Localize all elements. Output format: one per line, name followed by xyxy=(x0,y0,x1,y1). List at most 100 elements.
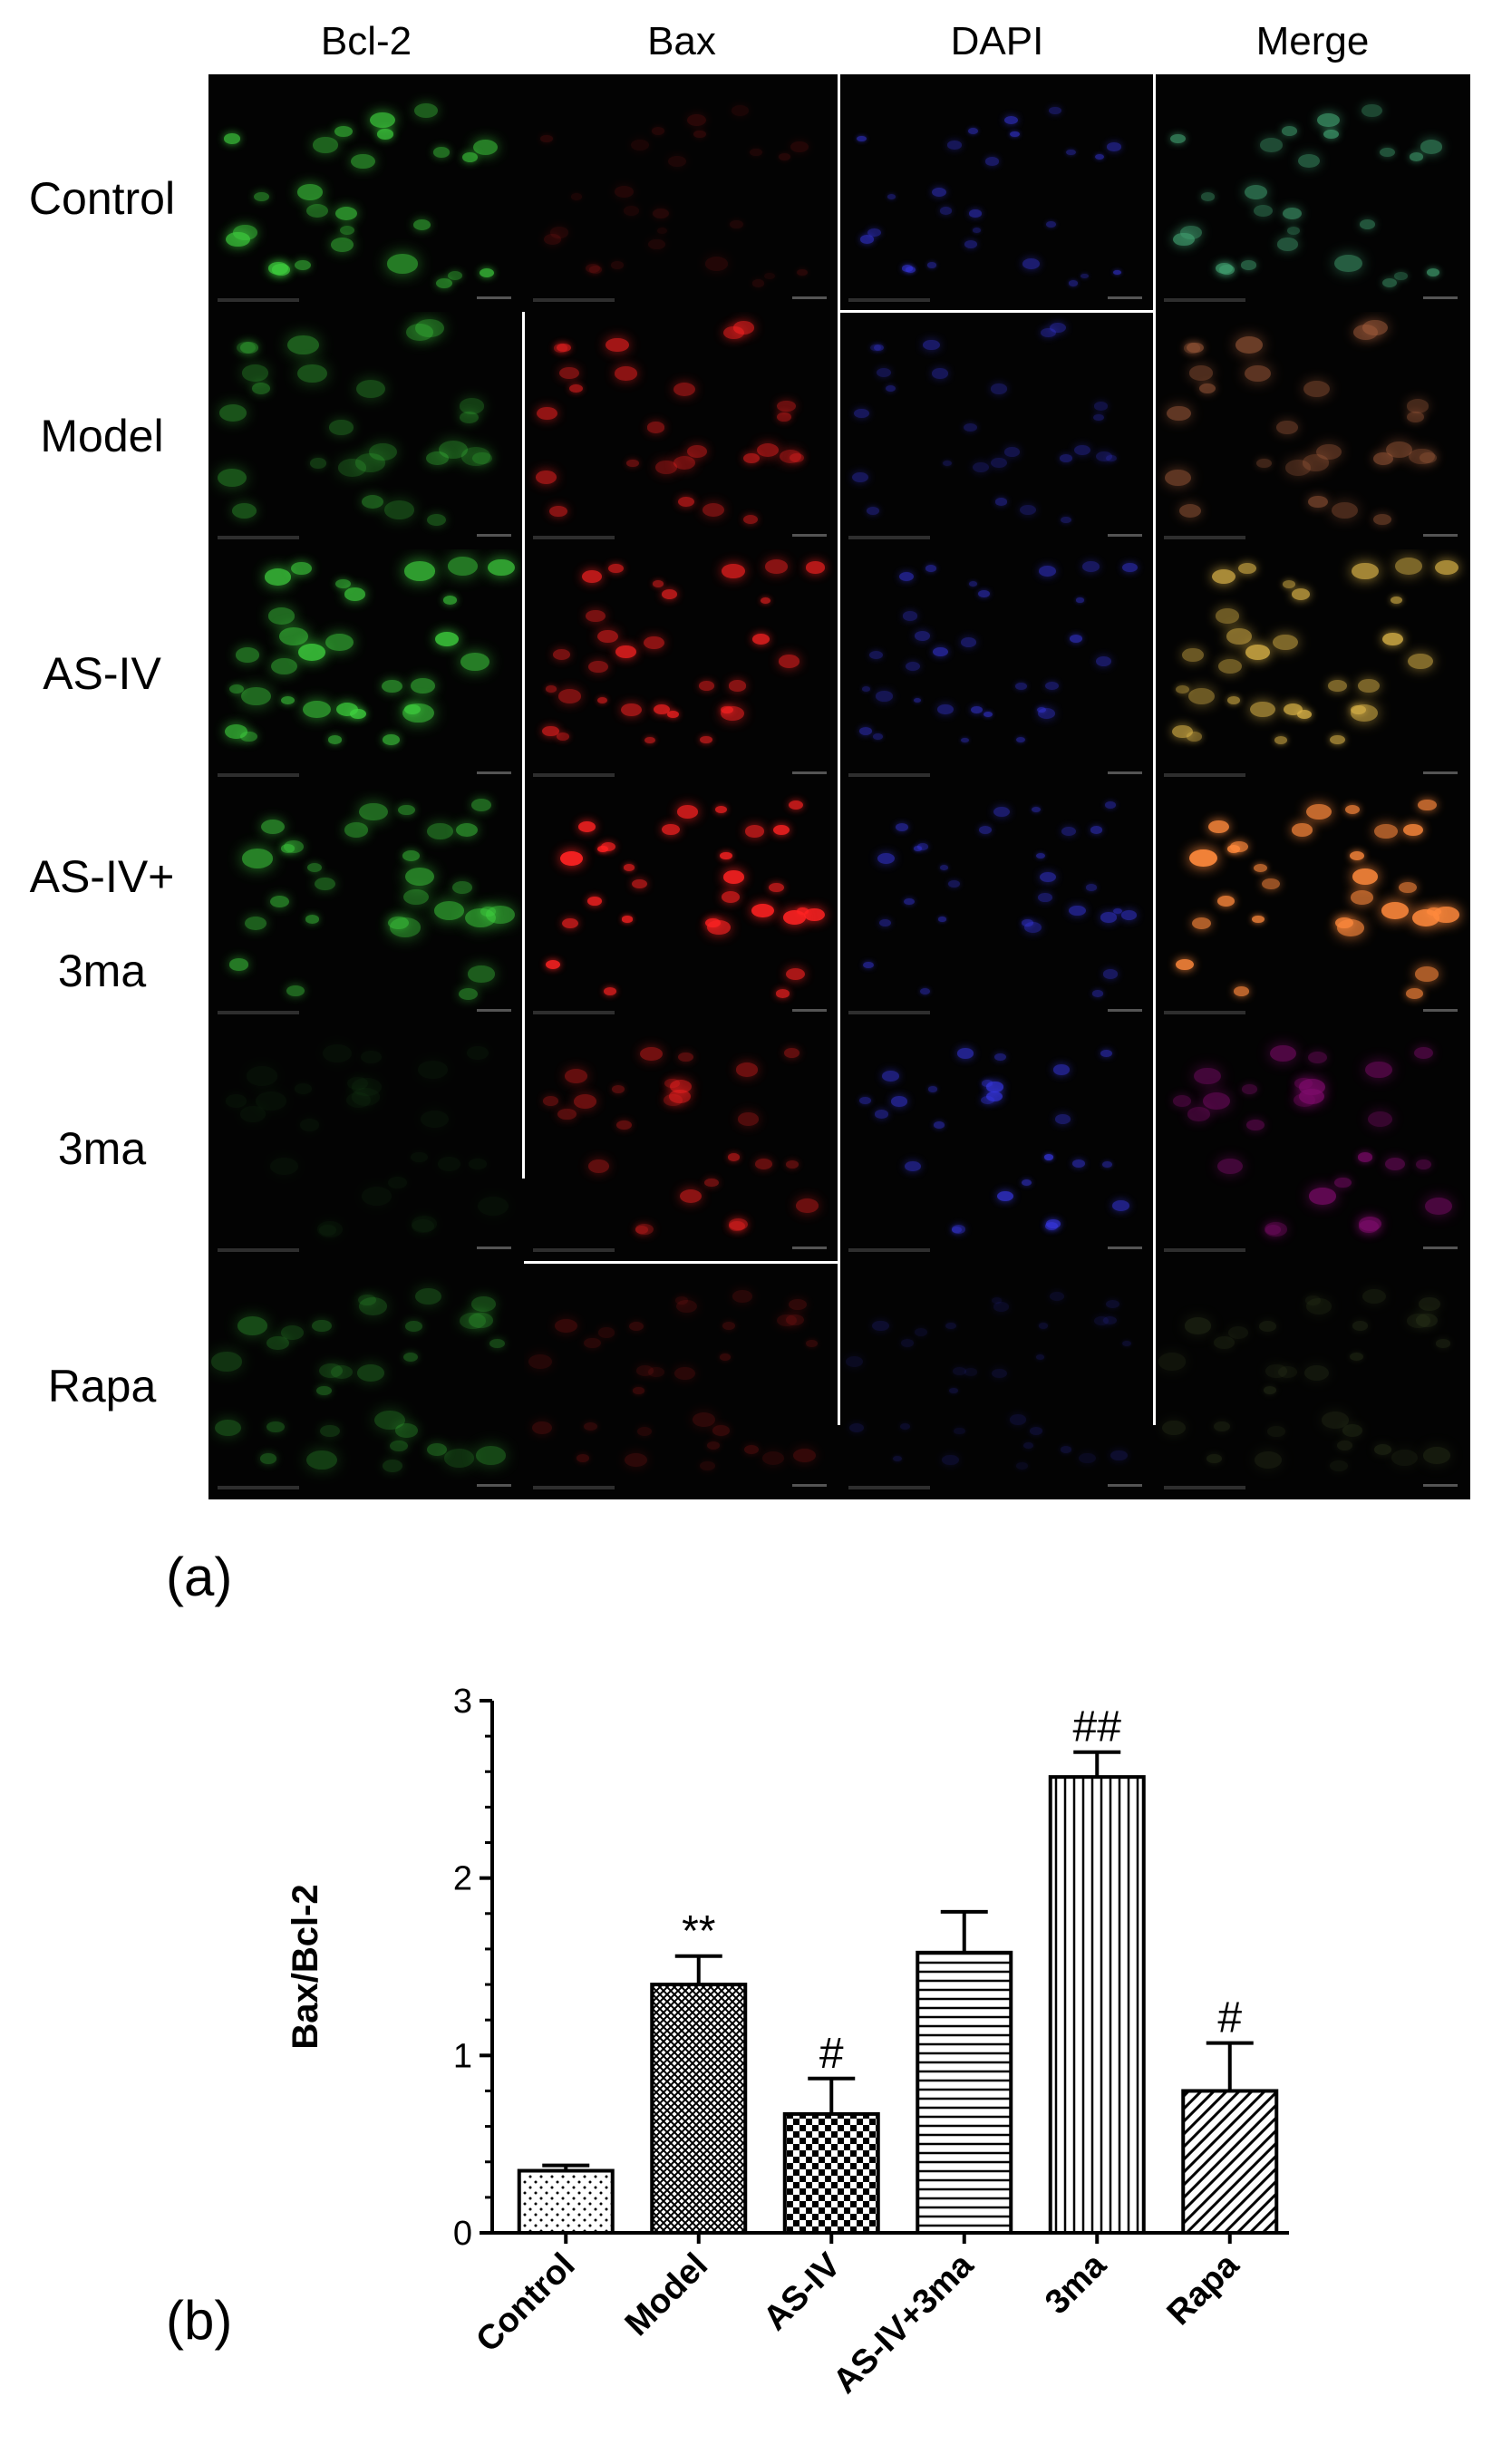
image-caption-strip xyxy=(218,1011,299,1014)
scale-bar xyxy=(1108,1484,1142,1487)
cell xyxy=(318,1363,344,1379)
cell xyxy=(738,1112,760,1126)
cell xyxy=(578,821,596,833)
cell xyxy=(1426,268,1440,277)
cell xyxy=(803,907,826,922)
row-label-line: AS-IV xyxy=(43,648,161,699)
cell xyxy=(606,337,629,353)
cell xyxy=(1260,138,1283,152)
cell xyxy=(460,652,489,671)
cell xyxy=(673,455,695,470)
cell xyxy=(251,383,271,395)
cell xyxy=(237,1316,267,1335)
cell xyxy=(1093,402,1109,411)
cell xyxy=(346,1092,372,1109)
cell xyxy=(426,513,447,527)
row-label: Rapa xyxy=(0,1357,204,1415)
scale-bar xyxy=(792,1009,827,1012)
cell xyxy=(1024,922,1042,934)
cell xyxy=(993,807,1010,818)
cell xyxy=(295,1083,313,1095)
micrograph-merge xyxy=(1155,74,1470,312)
cell xyxy=(940,207,953,215)
cell xyxy=(721,891,741,904)
cell xyxy=(350,709,366,720)
cell xyxy=(949,1387,958,1393)
cell xyxy=(552,649,571,661)
micrograph-bax xyxy=(524,549,839,787)
x-tick-label: Model xyxy=(618,2246,715,2343)
micrograph-bcl-2 xyxy=(208,312,524,549)
cell xyxy=(742,452,761,464)
cell xyxy=(472,451,492,465)
cell xyxy=(351,153,376,170)
cell xyxy=(585,264,600,274)
cell xyxy=(1227,696,1240,704)
cell xyxy=(1244,364,1272,383)
cell xyxy=(793,1448,817,1463)
cell xyxy=(751,279,765,287)
scale-bar xyxy=(477,1247,511,1249)
cell xyxy=(1112,1200,1130,1212)
image-caption-strip xyxy=(218,298,299,302)
cell xyxy=(893,1455,903,1461)
cell xyxy=(942,1454,959,1466)
cell xyxy=(464,907,496,927)
cell xyxy=(577,1454,589,1463)
micrograph-dapi xyxy=(839,312,1155,549)
scale-bar xyxy=(792,771,827,774)
cell xyxy=(1362,1288,1387,1305)
cell xyxy=(933,1120,945,1129)
scale-bar xyxy=(1423,1484,1458,1487)
cell xyxy=(316,1385,332,1395)
separator-line xyxy=(839,310,1155,313)
cell xyxy=(1019,505,1036,516)
cell xyxy=(1334,255,1362,273)
cell xyxy=(573,1093,596,1109)
significance-label: ** xyxy=(682,1907,715,1955)
image-caption-strip xyxy=(533,1011,615,1014)
cell xyxy=(635,1365,654,1377)
cell xyxy=(228,958,249,972)
cell xyxy=(1039,566,1057,577)
cell xyxy=(489,1338,505,1349)
cell xyxy=(674,1295,689,1305)
cell xyxy=(296,364,327,383)
cell xyxy=(1250,702,1275,718)
cell xyxy=(1372,451,1393,465)
cell xyxy=(443,1449,474,1468)
micrograph-merge xyxy=(1155,1262,1470,1499)
cell xyxy=(309,458,326,469)
cell xyxy=(325,634,354,652)
cell xyxy=(887,194,896,199)
cell xyxy=(676,805,698,819)
image-caption-strip xyxy=(533,1248,615,1252)
bax-bcl2-bar-chart: 0 1 2 3 Bax/Bcl-2 Control ** Model # AS-IVAS-IV+3… xyxy=(286,1683,1289,2401)
cell xyxy=(960,737,969,743)
cell xyxy=(728,680,747,692)
scale-bar xyxy=(1108,534,1142,537)
cell xyxy=(1060,454,1073,462)
cell xyxy=(1292,823,1313,837)
cell xyxy=(596,629,619,644)
cell xyxy=(875,1110,889,1119)
cell xyxy=(732,321,755,335)
cell xyxy=(1105,1300,1119,1309)
cell xyxy=(1192,917,1212,929)
cell xyxy=(957,1048,974,1059)
scale-bar xyxy=(792,1484,827,1487)
cell xyxy=(981,1095,995,1105)
cell xyxy=(1381,902,1409,919)
cell xyxy=(673,382,696,396)
cell xyxy=(755,1158,772,1169)
panel-a-tag: (a) xyxy=(166,1547,233,1607)
cell xyxy=(470,798,492,811)
cell xyxy=(775,989,790,999)
cell xyxy=(1334,1177,1352,1188)
cell xyxy=(1394,558,1422,576)
cell xyxy=(241,849,274,868)
cell xyxy=(992,1368,1008,1379)
scale-bar xyxy=(792,1247,827,1249)
cell xyxy=(948,879,961,888)
cell xyxy=(1165,469,1191,486)
